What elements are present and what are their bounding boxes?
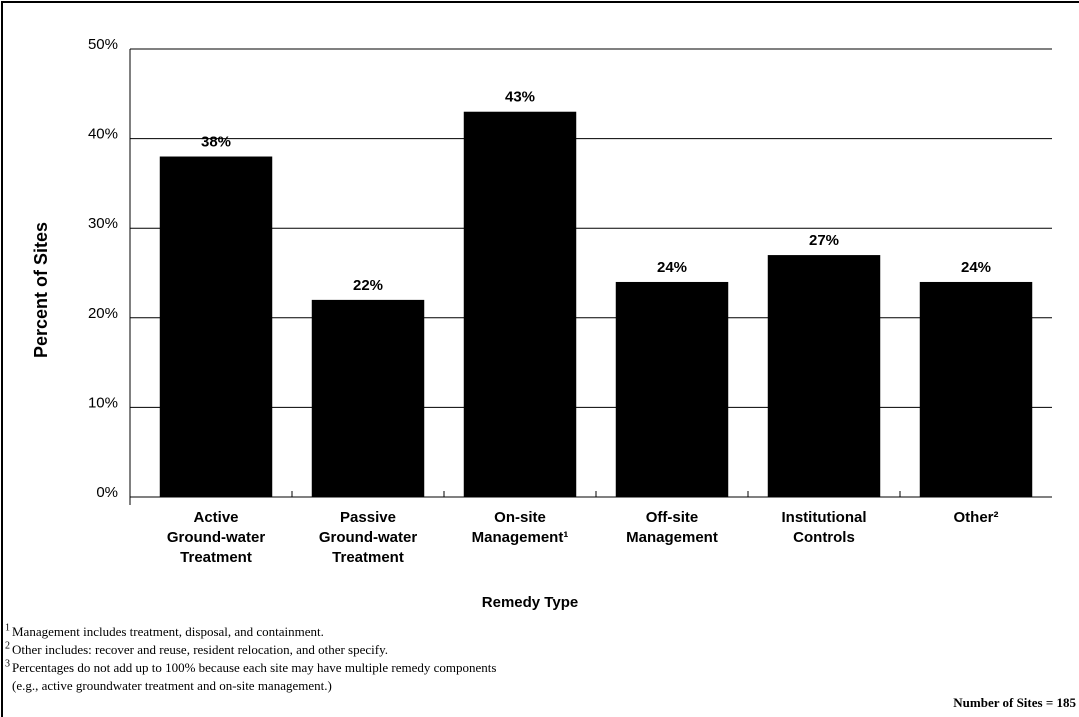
footnote: Percentages do not add up to 100% becaus… <box>12 660 496 675</box>
x-tick-label: Treatment <box>180 549 252 566</box>
bar <box>919 281 1033 497</box>
bar <box>159 156 273 497</box>
bar <box>767 255 881 497</box>
value-label: 27% <box>809 232 839 249</box>
bar <box>615 281 729 497</box>
x-tick-label: On-site <box>494 509 546 526</box>
footnote: Management includes treatment, disposal,… <box>12 624 324 639</box>
footnote-mark: 1 <box>5 622 10 633</box>
x-tick-label: Active <box>193 509 238 526</box>
x-tick-label: Other² <box>954 509 999 526</box>
y-tick-label: 50% <box>88 36 118 53</box>
y-tick-label: 10% <box>88 394 118 411</box>
x-axis-label: Remedy Type <box>482 594 578 611</box>
x-tick-label: Ground-water <box>319 529 417 546</box>
x-tick-label: Treatment <box>332 549 404 566</box>
x-tick-label: Off-site <box>646 509 699 526</box>
site-count: Number of Sites = 185 <box>953 695 1076 710</box>
y-tick-label: 0% <box>96 484 118 501</box>
footnote-mark: 2 <box>5 640 10 651</box>
value-label: 24% <box>961 259 991 276</box>
footnote-mark: 3 <box>5 658 10 669</box>
footnote: Other includes: recover and reuse, resid… <box>12 642 388 657</box>
value-label: 24% <box>657 259 687 276</box>
x-tick-label: Controls <box>793 529 855 546</box>
y-axis-label: Percent of Sites <box>31 222 51 358</box>
y-tick-label: 20% <box>88 305 118 322</box>
y-tick-label: 30% <box>88 215 118 232</box>
footnote: (e.g., active groundwater treatment and … <box>12 678 332 693</box>
bar <box>463 111 577 497</box>
value-label: 38% <box>201 133 231 150</box>
value-label: 22% <box>353 277 383 294</box>
x-tick-label: Ground-water <box>167 529 265 546</box>
x-tick-label: Passive <box>340 509 396 526</box>
y-tick-label: 40% <box>88 126 118 143</box>
bar <box>311 299 425 497</box>
x-tick-label: Institutional <box>782 509 867 526</box>
x-tick-label: Management¹ <box>472 529 569 546</box>
x-tick-label: Management <box>626 529 718 546</box>
value-label: 43% <box>505 89 535 106</box>
